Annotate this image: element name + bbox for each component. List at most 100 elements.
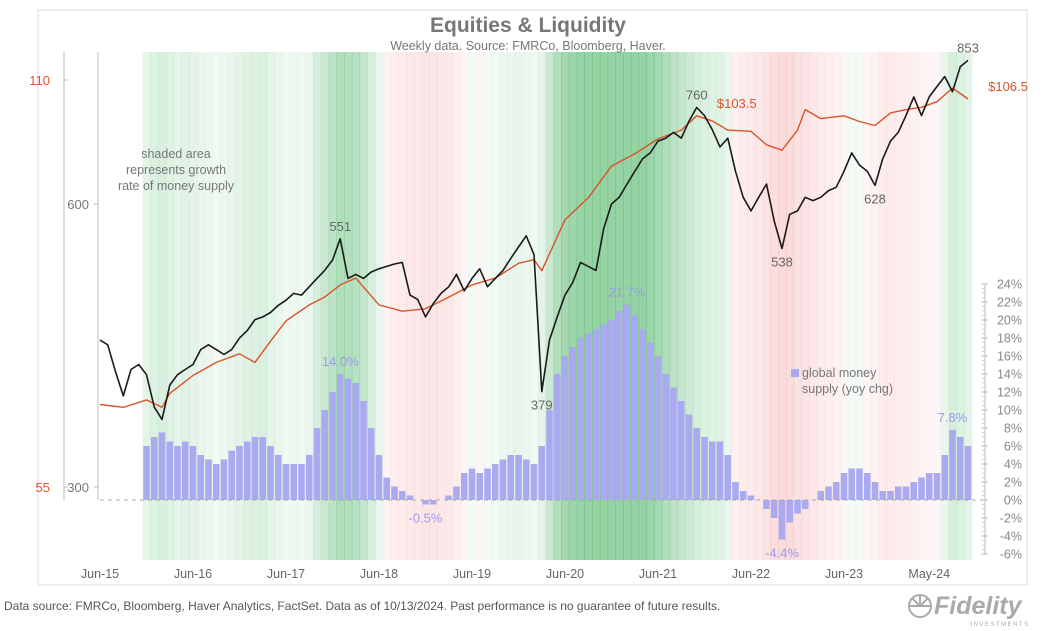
money-supply-bar	[747, 495, 755, 500]
money-supply-bar	[608, 320, 615, 500]
shading-band	[630, 52, 640, 560]
shading-band	[816, 52, 826, 560]
shading-band	[654, 52, 663, 560]
x-tick-label: May-24	[908, 567, 950, 581]
shading-band	[933, 52, 942, 560]
x-tick-label: Jun-18	[360, 567, 398, 581]
shading-note-line: shaded area	[141, 147, 211, 161]
money-supply-bar	[701, 437, 708, 500]
money-supply-bar	[522, 459, 530, 500]
shading-band	[266, 52, 275, 560]
money-supply-bar	[298, 464, 305, 500]
shading-band	[793, 52, 802, 560]
money-supply-bar	[205, 459, 212, 500]
money-supply-bar	[143, 446, 150, 500]
shading-band	[537, 52, 547, 560]
shading-band	[863, 52, 872, 560]
shading-band	[770, 52, 779, 560]
money-supply-bar	[662, 374, 670, 500]
shading-band	[739, 52, 748, 560]
shading-band	[452, 52, 461, 560]
money-supply-bar	[646, 342, 654, 500]
shading-band	[491, 52, 500, 560]
shading-band	[289, 52, 299, 560]
money-supply-bar	[894, 486, 902, 500]
shading-note: shaded area represents growth rate of mo…	[118, 147, 235, 193]
shading-band	[677, 52, 686, 560]
x-tick-label: Jun-17	[267, 567, 305, 581]
money-supply-bar	[670, 387, 677, 500]
money-supply-bar	[491, 464, 499, 500]
money-supply-bar	[166, 441, 174, 500]
shading-band	[468, 52, 477, 560]
money-supply-bar	[569, 347, 577, 500]
shading-band	[444, 52, 454, 560]
annotations: 853 760 551 379 538 628 $103.5 $106.5 14.0% 21.7%…	[322, 40, 1028, 560]
right-tick-label: -4%	[1000, 530, 1022, 544]
shading-note-line: rate of money supply	[118, 179, 235, 193]
right-tick-label: -6%	[1000, 548, 1022, 562]
money-supply-bar	[344, 378, 352, 500]
money-supply-bar	[484, 468, 491, 500]
money-supply-bar	[561, 356, 569, 500]
money-supply-bar	[251, 437, 259, 500]
shading-band	[762, 52, 771, 560]
shading-band	[731, 52, 740, 560]
shading-band	[173, 52, 182, 560]
shading-band	[475, 52, 485, 560]
money-supply-bar	[507, 455, 515, 500]
money-supply-bar	[584, 333, 592, 500]
money-supply-bar	[879, 491, 887, 500]
shading-band	[909, 52, 919, 560]
money-supply-bar	[863, 473, 871, 500]
money-supply-bar	[577, 338, 584, 500]
left-outer-tick-label: 55	[36, 480, 50, 495]
money-supply-bar	[476, 473, 484, 500]
money-supply-bar	[786, 500, 794, 523]
liquidity-line	[99, 87, 969, 408]
shading-band	[204, 52, 213, 560]
shading-band	[576, 52, 585, 560]
money-supply-bar	[832, 482, 840, 500]
legend-label: supply (yoy chg)	[802, 382, 893, 396]
money-supply-bar	[391, 486, 398, 500]
shading-band	[382, 52, 392, 560]
money-supply-bar	[918, 477, 925, 500]
shading-band	[561, 52, 570, 560]
shading-band	[785, 52, 795, 560]
money-supply-bar	[801, 500, 809, 509]
data-label: -4.4%	[765, 546, 799, 561]
money-supply-bar	[623, 304, 631, 500]
data-label: $106.5	[988, 79, 1028, 94]
shading-band	[723, 52, 733, 560]
x-tick-label: Jun-19	[453, 567, 491, 581]
money-supply-bar	[925, 473, 933, 500]
money-supply-bar	[189, 446, 197, 500]
money-supply-bar	[941, 455, 949, 500]
left-outer-tick-label: 110	[29, 73, 50, 88]
money-supply-bar	[352, 383, 360, 500]
money-supply-bar	[158, 432, 166, 500]
money-supply-bars	[143, 304, 972, 540]
money-supply-bar	[910, 482, 918, 500]
money-supply-bar	[639, 329, 646, 500]
shading-band	[956, 52, 965, 560]
shading-band	[824, 52, 833, 560]
x-tick-label: Jun-23	[825, 567, 863, 581]
shading-band	[406, 52, 415, 560]
x-tick-label: Jun-20	[546, 567, 584, 581]
money-supply-bar	[887, 491, 894, 500]
shading-band	[940, 52, 950, 560]
data-label: 628	[864, 191, 886, 206]
shading-band	[545, 52, 554, 560]
shading-band	[227, 52, 237, 560]
shading-band	[499, 52, 508, 560]
money-supply-bar	[220, 459, 228, 500]
money-supply-bar	[685, 414, 693, 500]
shading-band	[344, 52, 353, 560]
x-tick-label: Jun-22	[732, 567, 770, 581]
shading-band	[514, 52, 523, 560]
chart-title: Equities & Liquidity	[430, 14, 626, 37]
shading-band	[328, 52, 337, 560]
chart-subtitle: Weekly data. Source: FMRCo, Bloomberg, H…	[390, 39, 666, 53]
